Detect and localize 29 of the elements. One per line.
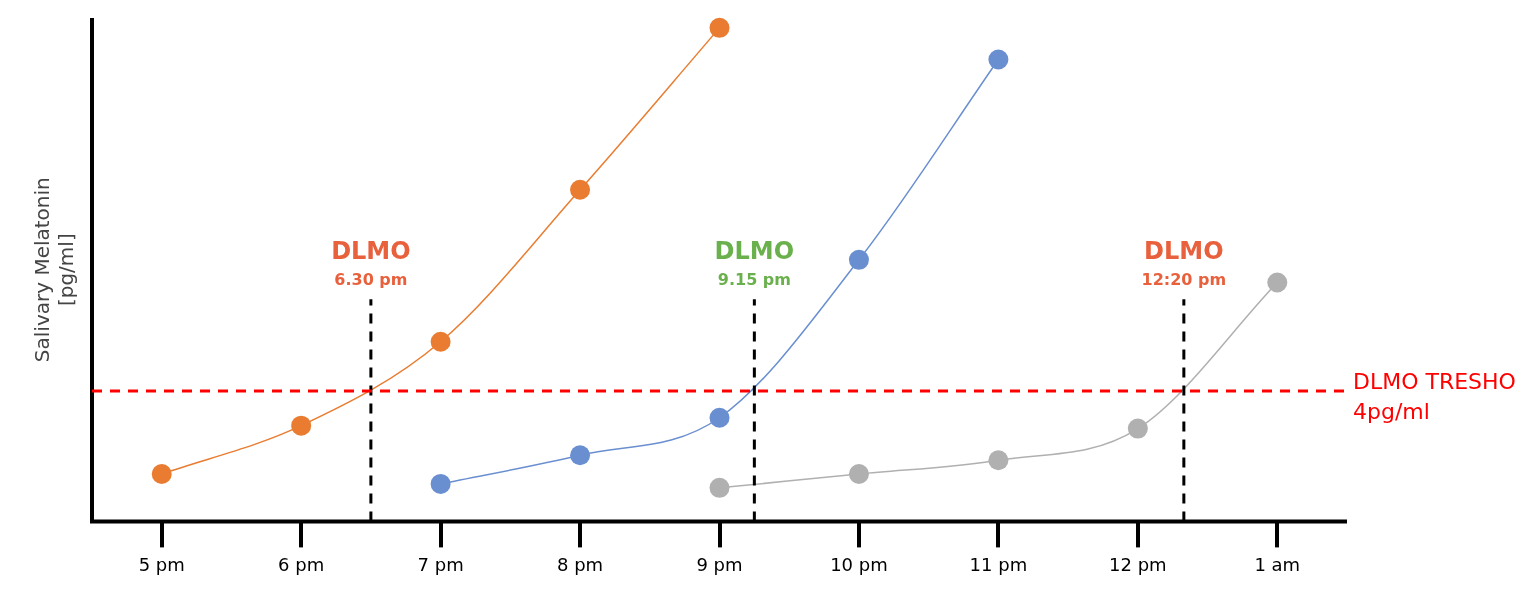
point: [848, 249, 869, 270]
point: [988, 49, 1009, 70]
x-tick-label: 11 pm: [969, 553, 1028, 575]
annotation: DLMO 9.15 pm: [714, 237, 795, 290]
point: [291, 415, 312, 436]
x-tick-label: 12 pm: [1109, 553, 1167, 575]
point: [709, 477, 730, 498]
point: [430, 473, 451, 494]
point: [1127, 418, 1148, 439]
annotation: DLMO 12:20 pm: [1141, 237, 1227, 290]
point: [709, 407, 730, 428]
x-tick-label: 8 pm: [556, 553, 604, 575]
ref-line-label: DLMO TRESHO 4pg/ml: [1353, 369, 1516, 425]
x-tick-label: 7 pm: [417, 553, 464, 575]
x-tick-label: 1 am: [1254, 553, 1301, 575]
point: [709, 17, 730, 38]
point: [151, 464, 172, 485]
x-tick-label: 10 pm: [830, 553, 888, 575]
x-tick-label: 5 pm: [138, 553, 185, 575]
x-tick-label: 9 pm: [696, 553, 743, 575]
point: [570, 179, 591, 200]
y-axis-title: Salivary Melatonin [pg/ml]: [30, 177, 79, 363]
x-tick-label: 6 pm: [278, 553, 325, 575]
point: [988, 450, 1009, 471]
point: [848, 464, 869, 485]
point: [570, 445, 591, 466]
annotation: DLMO 6.30 pm: [331, 237, 411, 290]
point: [1267, 272, 1288, 293]
point: [430, 331, 451, 352]
